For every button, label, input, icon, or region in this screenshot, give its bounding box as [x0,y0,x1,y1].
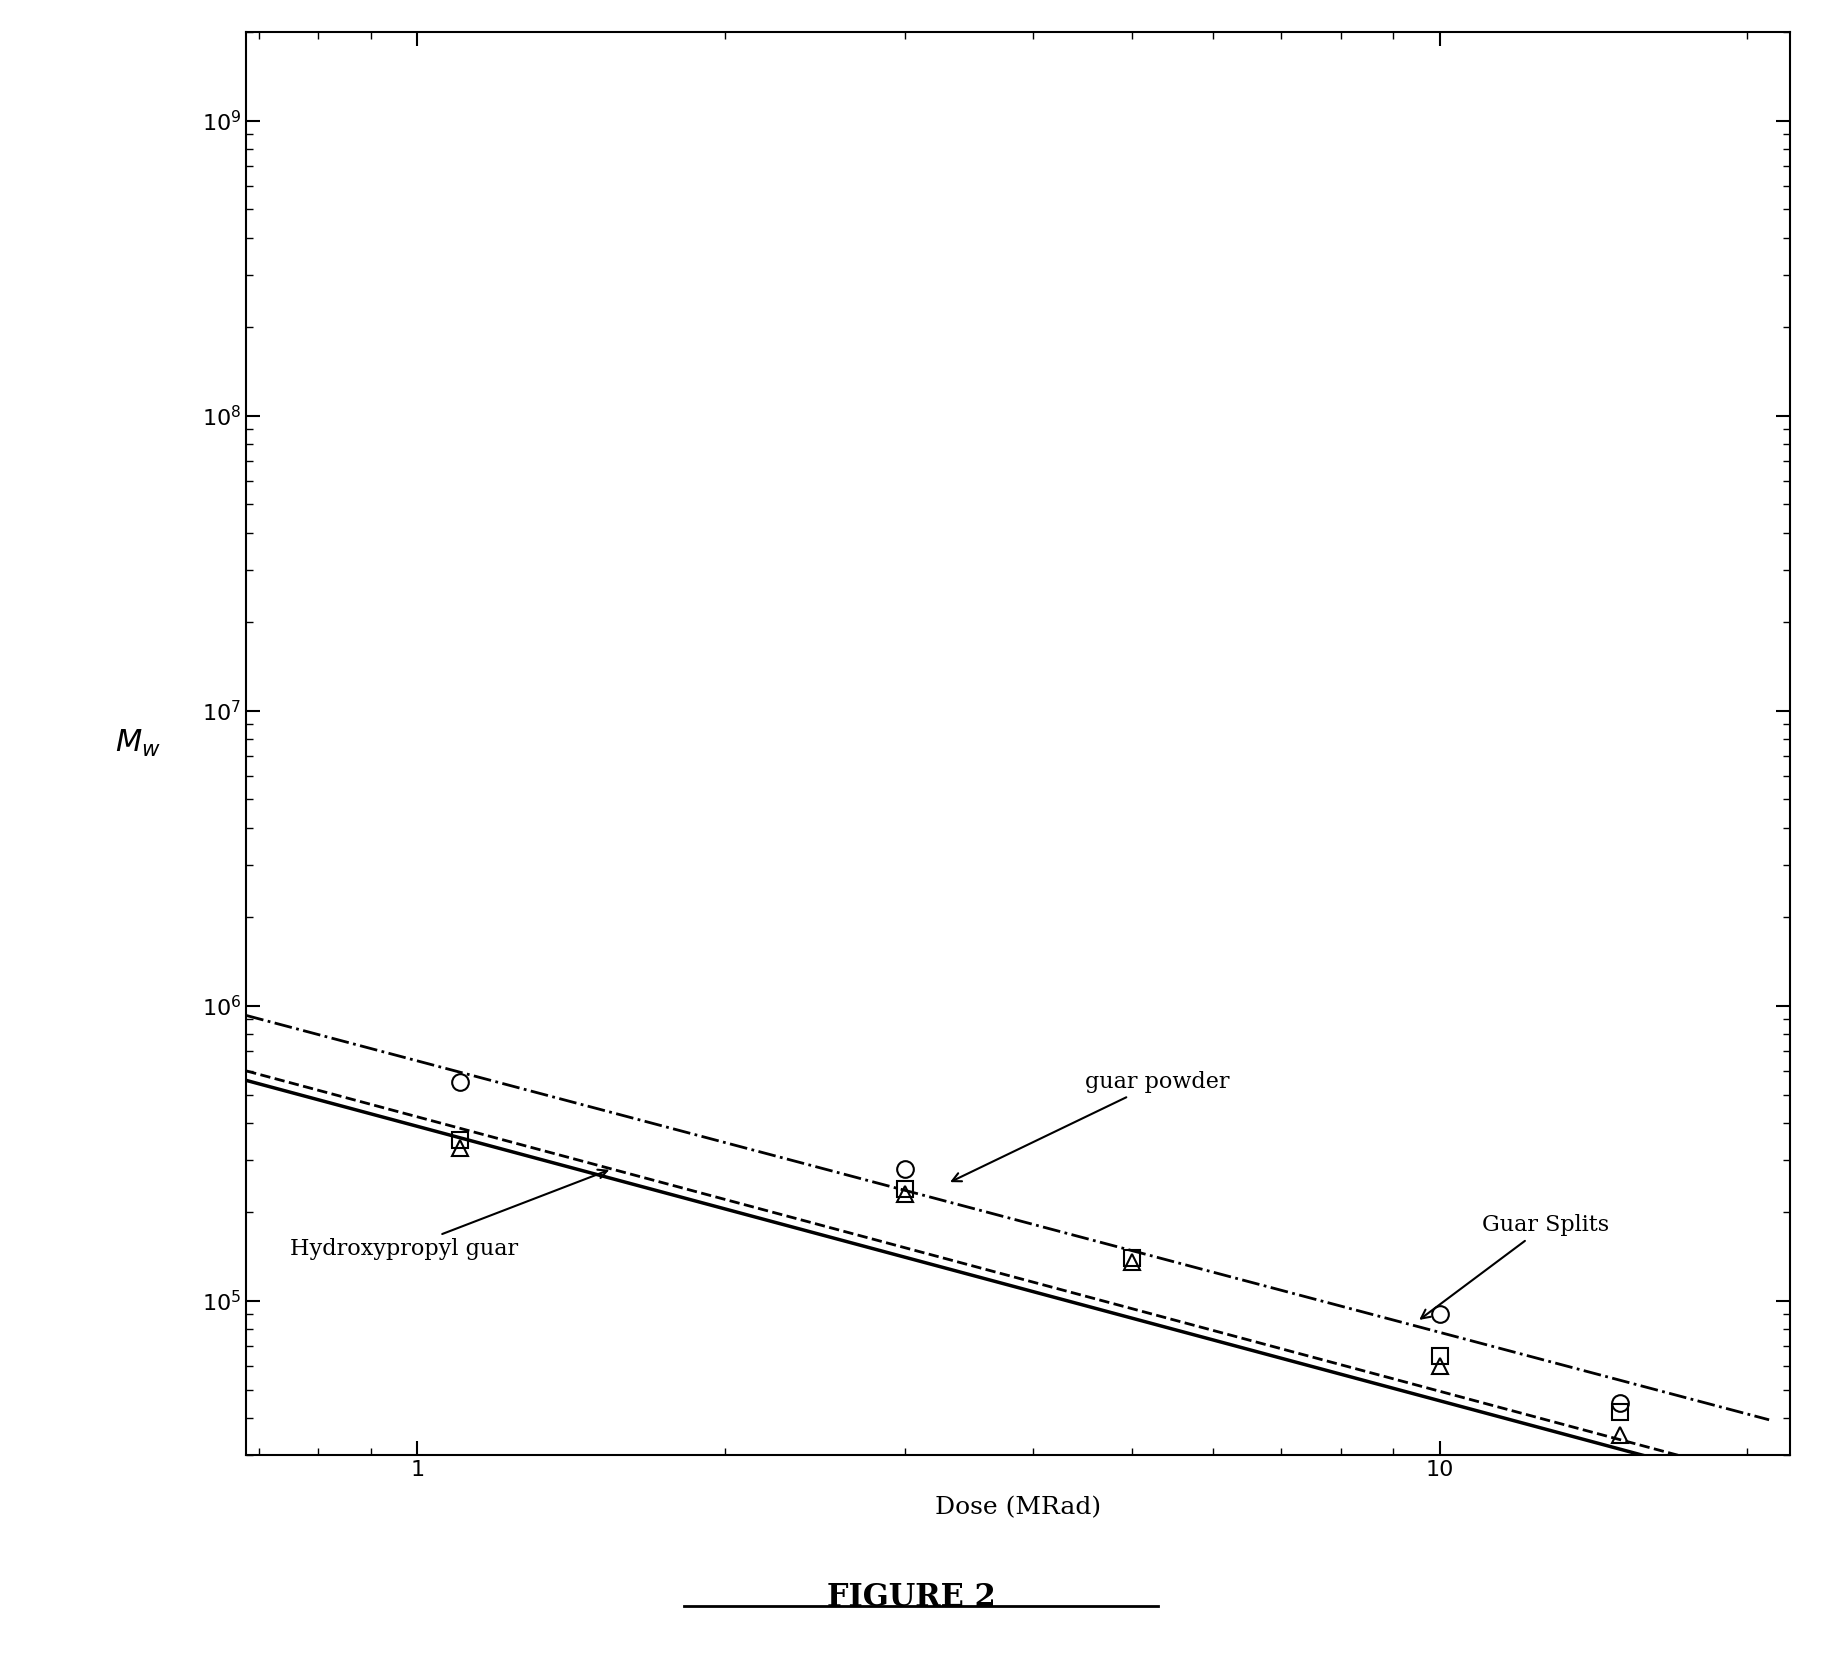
Text: Hydroxypropyl guar: Hydroxypropyl guar [290,1169,607,1259]
Text: Guar Splits: Guar Splits [1422,1214,1610,1318]
Text: guar powder: guar powder [952,1071,1231,1181]
Text: FIGURE 2: FIGURE 2 [828,1583,995,1613]
X-axis label: Dose (MRad): Dose (MRad) [935,1496,1101,1520]
Text: $M_w$: $M_w$ [115,727,160,759]
